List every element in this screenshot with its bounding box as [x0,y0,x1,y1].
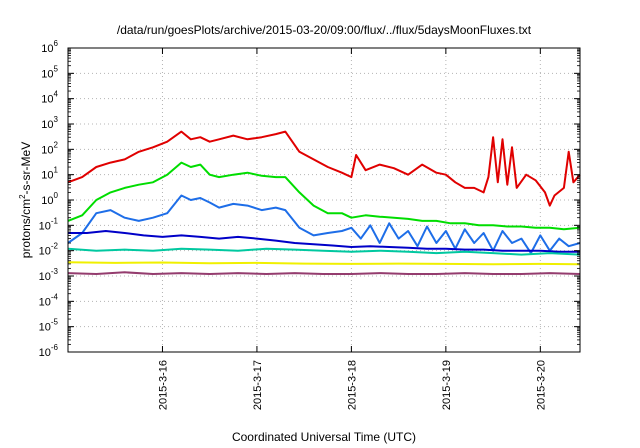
y-tick-label-exponent: -6 [51,343,59,352]
series-line-2 [67,161,581,231]
y-tick-label-base: 10 [39,296,51,308]
y-tick-label-exponent: -1 [51,216,59,225]
x-tick-labels: 2015-3-16 2015-3-17 2015-3-18 2015-3-19 2015… [157,360,547,410]
y-axis-label-rest: -s-sr-MeV [19,142,33,195]
y-tick-label-exponent: -3 [51,267,59,276]
y-tick-label-base: 10 [41,144,53,156]
y-tick-label-exponent: -5 [51,318,59,327]
y-tick-label-base: 10 [41,68,53,80]
y-tick-label: 10-5 [39,318,59,334]
y-axis-label: protons/cm2-s-sr-MeV [18,142,33,258]
y-tick-label-exponent: 3 [54,115,59,124]
y-tick-label-base: 10 [39,271,51,283]
x-tick-label: 2015-3-18 [346,360,358,410]
y-tick-label: 103 [41,115,58,131]
y-tick-label: 101 [41,166,58,182]
y-tick-label: 100 [41,191,58,207]
y-tick-label-exponent: -2 [51,242,59,251]
x-tick-label: 2015-3-16 [157,360,169,410]
y-tick-label: 10-4 [39,292,59,308]
x-axis-label: Coordinated Universal Time (UTC) [232,430,416,444]
x-tick-label: 2015-3-19 [441,360,453,410]
y-tick-label-exponent: 0 [54,191,59,200]
tick-marks [68,47,580,353]
y-tick-label: 106 [41,39,58,55]
y-tick-label-base: 10 [41,195,53,207]
y-tick-labels: 10-610-510-410-310-210-11001011021031041… [39,39,59,359]
x-tick-label: 2015-3-17 [252,360,264,410]
y-tick-label-base: 10 [41,119,53,131]
series-line-7 [67,271,581,275]
y-tick-label: 102 [41,140,58,156]
y-tick-label-base: 10 [39,246,51,258]
y-tick-label-exponent: 6 [54,39,59,48]
y-tick-label: 10-1 [39,216,59,232]
y-tick-label-exponent: 4 [54,90,59,99]
series-line-4 [68,230,580,253]
y-axis-label-sup: 2 [18,194,27,199]
series-group [67,130,581,275]
y-tick-label: 10-6 [39,343,59,359]
y-tick-label-base: 10 [39,322,51,334]
y-tick-label: 104 [41,90,58,106]
y-tick-label-exponent: 2 [54,140,59,149]
y-tick-label-base: 10 [39,347,51,359]
y-tick-label-base: 10 [39,220,51,232]
y-tick-label-base: 10 [41,43,53,55]
y-tick-label: 10-2 [39,242,59,258]
chart-title: /data/run/goesPlots/archive/2015-03-20/0… [117,23,532,37]
series-line-1 [67,130,581,207]
y-tick-label: 10-3 [39,267,59,283]
y-tick-label-exponent: 5 [54,64,59,73]
y-tick-label-base: 10 [41,170,53,182]
y-tick-label-exponent: -4 [51,292,59,301]
series-line-6 [67,261,581,266]
x-tick-label: 2015-3-20 [535,360,547,410]
y-tick-label-base: 10 [41,94,53,106]
y-axis-label-main: protons/cm [19,199,33,258]
y-tick-label: 105 [41,64,58,80]
y-tick-label-exponent: 1 [54,166,59,175]
series-line-5 [67,247,581,256]
series-line-3 [67,194,581,255]
